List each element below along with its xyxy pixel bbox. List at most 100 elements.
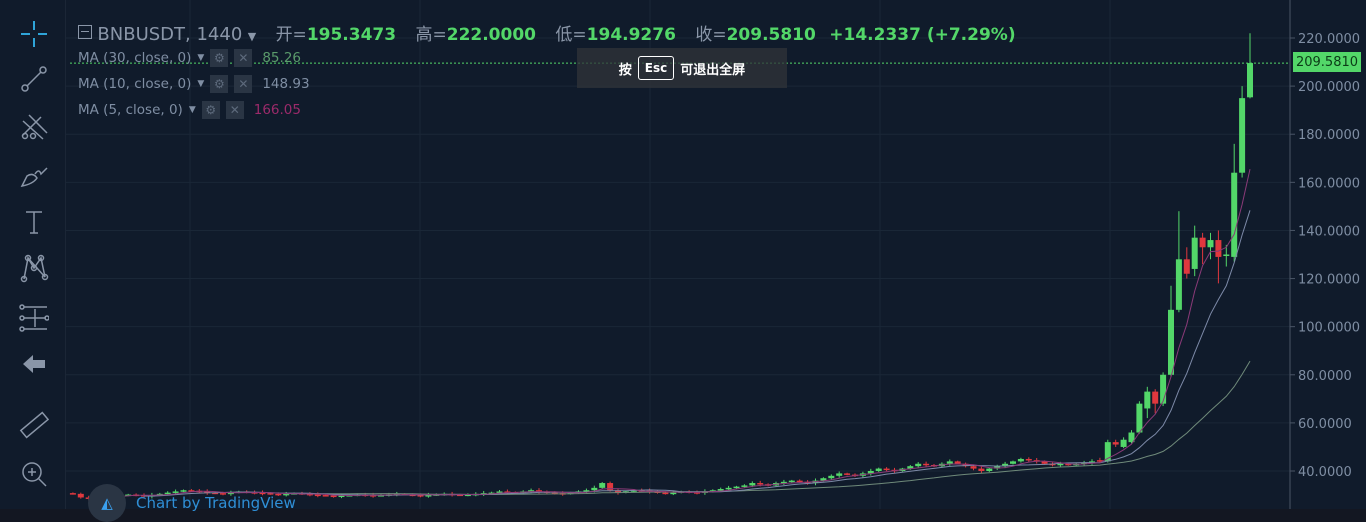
candle-down [662,492,669,495]
ma30-line [302,360,1251,495]
candle-up [1207,240,1214,248]
chevron-down-icon[interactable]: ▼ [247,30,257,43]
close-value: 209.5810 [726,25,816,45]
close-icon[interactable]: ✕ [234,49,253,67]
indicator-label: MA (30, close, 0) [78,50,192,66]
close-icon[interactable]: ✕ [225,101,244,119]
high-label: 高= [415,25,447,45]
candle-down [1112,442,1119,445]
ma10-line [143,210,1251,497]
candle-down [757,483,764,485]
candle-up [780,481,787,484]
candle-up [496,491,503,493]
candle-down [275,493,282,496]
open-label: 开= [275,25,307,45]
candle-down [1065,463,1072,466]
candle-up [1104,442,1111,462]
chevron-down-icon[interactable]: ▼ [197,53,205,63]
y-axis-tick-label: 100.0000 [1298,321,1360,336]
low-label: 低= [555,25,587,45]
y-axis-tick-label: 120.0000 [1298,273,1360,288]
ruler-icon[interactable] [16,408,52,444]
candle-up [1081,462,1088,465]
pattern-icon[interactable] [16,250,52,286]
candle-down [607,483,614,491]
candle-down [141,495,147,497]
close-icon[interactable]: ✕ [234,75,253,93]
candle-down [844,473,851,475]
candle-up [172,491,179,493]
candle-up [986,468,993,471]
candle-up [915,463,922,467]
candle-down [978,468,985,471]
candle-up [425,495,432,497]
gear-icon[interactable]: ⚙ [210,75,229,93]
drawing-toolbar [0,0,66,509]
candle-up [828,475,835,479]
indicator-value: 148.93 [262,76,310,92]
gear-icon[interactable]: ⚙ [201,101,220,119]
y-axis-tick-label: 60.0000 [1298,417,1352,432]
candle-down [220,493,226,495]
candle-down [883,468,890,471]
candle-up [164,492,171,495]
y-axis-tick-label: 220.0000 [1298,32,1360,47]
zoom-in-icon[interactable] [16,456,52,492]
indicator-label: MA (5, close, 0) [78,102,183,118]
pitchfork-icon[interactable] [16,108,52,144]
trend-line-icon[interactable] [16,61,52,97]
candle-up [741,485,748,487]
indicator-value: 85.26 [262,50,301,66]
candle-up [717,489,724,491]
candle-down [417,495,424,497]
y-axis-tick-label: 180.0000 [1298,128,1360,143]
candle-up [946,461,953,464]
tradingview-watermark[interactable]: ◭ Chart by TradingView [88,484,296,522]
candle-up [994,466,1001,469]
candle-down [1096,460,1103,462]
candle-up [1002,463,1009,467]
collapse-icon[interactable] [78,25,92,39]
candle-up [1136,403,1143,433]
y-axis-tick-label: 160.0000 [1298,176,1360,191]
candle-up [1160,374,1167,404]
candle-up [1144,391,1151,409]
text-icon[interactable] [16,204,52,240]
candle-down [1025,458,1032,461]
measure-lines-icon[interactable] [16,300,52,336]
crosshair-icon[interactable] [16,16,52,52]
candle-up [1223,254,1230,256]
chevron-down-icon[interactable]: ▼ [188,105,196,115]
indicator-ma10[interactable]: MA (10, close, 0) ▼ ⚙ ✕ 148.93 [78,75,310,93]
candle-up [1010,461,1016,464]
candle-up [1017,458,1024,462]
candle-down [259,492,266,495]
candle-up [338,495,345,498]
candle-up [1120,439,1127,447]
candle-down [322,495,329,497]
watermark-text: Chart by TradingView [136,494,296,512]
candle-down [1199,237,1206,248]
chevron-down-icon[interactable]: ▼ [197,79,205,89]
candle-down [536,490,542,492]
candle-up [867,471,874,474]
gear-icon[interactable]: ⚙ [210,49,229,67]
esc-key: Esc [637,56,675,80]
candle-down [551,492,558,495]
candle-up [907,466,914,469]
symbol-interval[interactable]: BNBUSDT, 1440 [97,24,243,45]
indicator-ma30[interactable]: MA (30, close, 0) ▼ ⚙ ✕ 85.26 [78,49,301,67]
candle-up [1191,237,1198,269]
indicator-ma5[interactable]: MA (5, close, 0) ▼ ⚙ ✕ 166.05 [78,101,301,119]
back-arrow-icon[interactable] [16,346,52,382]
candle-down [923,463,930,466]
tradingview-logo-icon: ◭ [88,484,126,522]
candle-up [528,490,535,492]
candle-up [1057,463,1064,466]
candle-down [970,466,977,469]
candle-up [1231,172,1238,257]
candle-up [599,483,606,488]
candle-up [1239,98,1246,173]
brush-icon[interactable] [16,157,52,193]
